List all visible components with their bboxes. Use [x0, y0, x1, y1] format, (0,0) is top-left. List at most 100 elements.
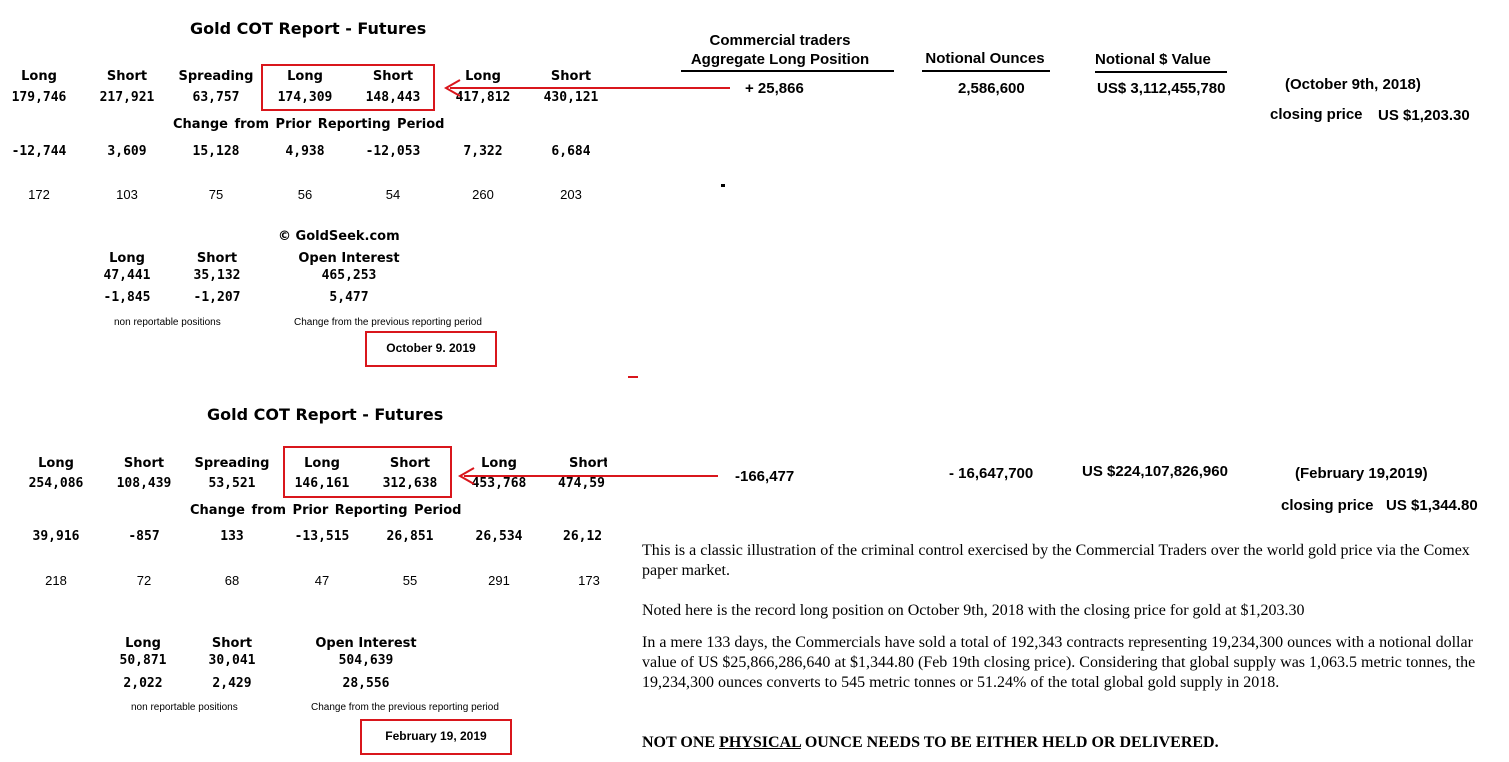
report1-count-noncomm-long: 172 [28, 187, 50, 202]
report1-copyright: © GoldSeek.com [278, 229, 400, 244]
arrow-left-icon [443, 79, 730, 97]
report2-header-noncomm-short: Short [123, 456, 165, 471]
value-header-underline [1095, 71, 1227, 73]
report2-change-comm-long: -13,515 [294, 529, 350, 544]
report2-nonrep-caption: non reportable positions [131, 702, 238, 713]
report1-commercial-highlight-box [261, 64, 435, 111]
report2-change-caption: Change from the previous reporting perio… [311, 702, 499, 713]
report2-value-comm-short: 312,638 [382, 476, 438, 491]
commercial-header-underline [681, 70, 894, 72]
report1-change-label: Change from Prior Reporting Period [173, 117, 445, 132]
report2-count-total-long: 291 [488, 573, 510, 588]
report1-date-box [365, 331, 497, 367]
report1-count-total-long: 260 [472, 187, 494, 202]
report2-value-noncomm-long: 254,086 [28, 476, 84, 491]
report1-count-total-short: 203 [560, 187, 582, 202]
row2-closing-label: closing price [1281, 497, 1374, 514]
report1-open-interest-change: 5,477 [329, 290, 369, 305]
conclusion-physical: PHYSICAL [719, 734, 801, 751]
report1-change-spreading: 15,128 [192, 144, 240, 159]
report1-header-total-long: Long [465, 69, 501, 84]
arrow-left-icon [457, 467, 718, 485]
row1-notional-ounces: 2,586,600 [958, 80, 1025, 97]
row2-date: (February 19,2019) [1295, 465, 1428, 482]
report1-change-noncomm-short: 3,609 [107, 144, 147, 159]
report2-open-interest: 504,639 [338, 653, 394, 668]
report2-header-total-long: Long [481, 456, 517, 471]
report2-nonrep-short: 30,041 [208, 653, 256, 668]
report2-value-comm-long: 146,161 [294, 476, 350, 491]
commentary-paragraph-1: This is a classic illustration of the cr… [642, 542, 1470, 579]
commentary-paragraph-3: In a mere 133 days, the Commercials have… [642, 634, 1476, 691]
row1-date: (October 9th, 2018) [1285, 76, 1421, 93]
commercial-traders-header: Commercial traders [709, 32, 851, 49]
report1-value-noncomm-long: 179,746 [11, 90, 67, 105]
report1-change-total-short: 6,684 [551, 144, 591, 159]
report2-header-comm-long: Long [304, 456, 340, 471]
row2-aggregate-position: -166,477 [735, 468, 795, 485]
report2-count-spreading: 68 [224, 573, 240, 588]
report1-value-noncomm-short: 217,921 [99, 90, 155, 105]
row1-closing-price: US $1,203.30 [1378, 107, 1470, 124]
report1-value-spreading: 63,757 [192, 90, 240, 105]
report2-change-noncomm-long: 39,916 [32, 529, 80, 544]
report2-header-comm-short: Short [389, 456, 431, 471]
report2-header-spreading: Spreading [194, 456, 270, 471]
report2-nonrep-long: 50,871 [119, 653, 167, 668]
report1-count-spreading: 75 [208, 187, 224, 202]
row1-closing-label: closing price [1270, 106, 1363, 123]
report1-nonrep-short-change: -1,207 [193, 290, 241, 305]
report1-header-total-short: Short [550, 69, 592, 84]
report1-header-comm-short: Short [372, 69, 414, 84]
report2-count-comm-long: 47 [314, 573, 330, 588]
report2-open-interest-change: 28,556 [342, 676, 390, 691]
report1-open-interest-label: Open Interest [298, 251, 400, 266]
report1-value-total-short: 430,121 [543, 90, 599, 105]
report2-count-comm-short: 55 [402, 573, 418, 588]
report2-date-box [360, 719, 512, 755]
report2-count-total-short: 173 [578, 573, 600, 588]
report1-date: October 9. 2019 [386, 341, 476, 355]
row1-notional-value: US$ 3,112,455,780 [1097, 80, 1226, 97]
report1-value-total-long: 417,812 [455, 90, 511, 105]
ounces-header-underline [922, 70, 1050, 72]
report2-value-noncomm-short: 108,439 [116, 476, 172, 491]
commentary-conclusion: NOT ONE PHYSICAL OUNCE NEEDS TO BE EITHE… [642, 733, 1492, 753]
report2-open-interest-label: Open Interest [315, 636, 417, 651]
report1-count-comm-short: 54 [385, 187, 401, 202]
report1-change-total-long: 7,322 [463, 144, 503, 159]
row2-notional-value: US $224,107,826,960 [1082, 463, 1228, 480]
notional-value-header: Notional $ Value [1095, 51, 1211, 68]
red-divider-mark [628, 376, 638, 378]
stray-dot-mark [721, 184, 725, 187]
report2-count-noncomm-short: 72 [136, 573, 152, 588]
report2-count-noncomm-long: 218 [45, 573, 67, 588]
row1-aggregate-position: + 25,866 [745, 80, 804, 97]
report2-date: February 19, 2019 [385, 729, 487, 743]
report1-count-comm-long: 56 [297, 187, 313, 202]
report1-title: Gold COT Report - Futures [190, 19, 427, 38]
report2-header-total-short: Short [569, 456, 607, 471]
aggregate-long-header: Aggregate Long Position [690, 51, 870, 68]
report2-value-total-short: 474,59 [558, 476, 605, 491]
report2-change-spreading: 133 [220, 529, 244, 544]
report1-open-interest: 465,253 [321, 268, 377, 283]
report1-nonrep-caption: non reportable positions [114, 317, 221, 328]
row2-closing-price: US $1,344.80 [1386, 497, 1478, 514]
report2-commercial-highlight-box [283, 446, 452, 498]
report1-header-noncomm-long: Long [21, 69, 57, 84]
report1-value-comm-short: 148,443 [365, 90, 421, 105]
report1-change-comm-short: -12,053 [365, 144, 421, 159]
conclusion-post: OUNCE NEEDS TO BE EITHER HELD OR DELIVER… [800, 734, 1219, 751]
report2-title: Gold COT Report - Futures [207, 405, 444, 424]
report1-change-noncomm-long: -12,744 [11, 144, 67, 159]
report1-nonrep-long: 47,441 [103, 268, 151, 283]
report1-header-spreading: Spreading [178, 69, 254, 84]
report2-nonrep-short-change: 2,429 [212, 676, 252, 691]
row2-notional-ounces: - 16,647,700 [949, 465, 1034, 482]
report2-nonrep-short-label: Short [211, 636, 253, 651]
report1-change-comm-long: 4,938 [285, 144, 325, 159]
report1-header-noncomm-short: Short [106, 69, 148, 84]
report1-header-comm-long: Long [287, 69, 323, 84]
report2-change-label: Change from Prior Reporting Period [190, 503, 462, 518]
